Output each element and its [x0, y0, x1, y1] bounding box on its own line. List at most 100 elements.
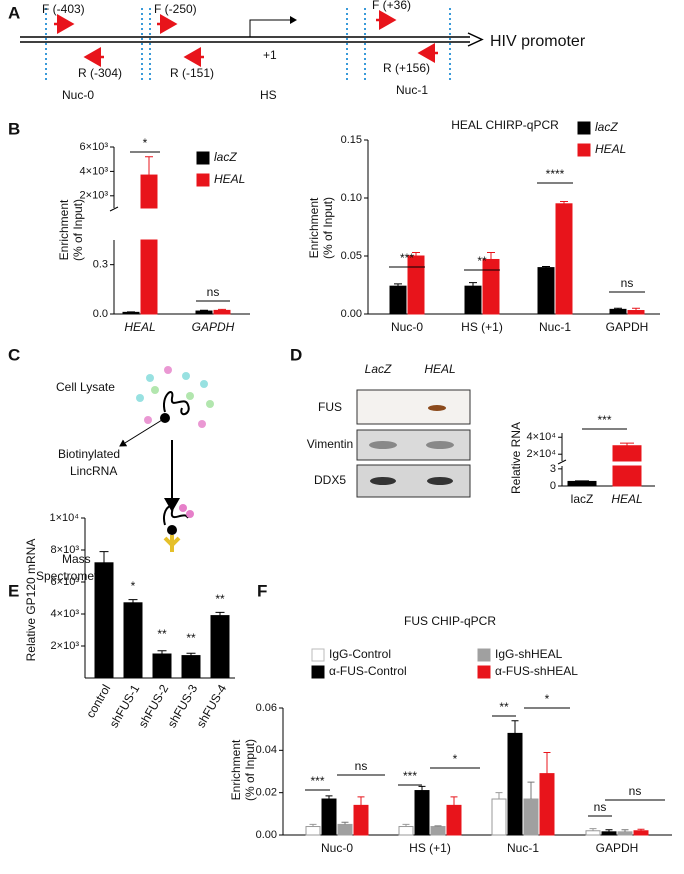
step-label: Mass — [62, 552, 91, 566]
bar — [122, 311, 140, 315]
error-bar — [200, 309, 208, 312]
bar — [609, 308, 627, 315]
bar — [195, 310, 213, 315]
bar — [140, 174, 158, 209]
bar — [446, 804, 462, 836]
y-tick-label: 0.02 — [256, 787, 277, 799]
promoter-title: HIV promoter — [490, 33, 586, 50]
bar — [567, 480, 597, 487]
bar — [617, 831, 633, 836]
error-bar — [215, 611, 225, 616]
bar — [507, 732, 523, 836]
significance-label: * — [143, 136, 148, 150]
primer-label: R (+156) — [383, 61, 430, 75]
legend-swatch — [311, 665, 325, 679]
error-bar — [469, 282, 477, 287]
y-axis-label: (% of Input) — [321, 197, 335, 259]
error-bar — [632, 307, 640, 311]
significance-label: *** — [310, 774, 324, 788]
region-label: HS — [260, 88, 277, 102]
region-label: Nuc-1 — [396, 83, 428, 97]
x-tick-label: HEAL — [124, 320, 155, 334]
blot-row: DDX5 — [314, 473, 346, 487]
region-label: Nuc-0 — [62, 88, 94, 102]
significance-label: * — [453, 752, 458, 766]
significance-label: *** — [597, 413, 611, 427]
y-tick-label: 0.00 — [341, 308, 362, 320]
legend-label: α-FUS-shHEAL — [495, 664, 578, 678]
error-bar — [605, 829, 613, 832]
y-tick-label: 6×10³ — [51, 576, 80, 588]
bar — [537, 267, 555, 315]
bar — [555, 203, 573, 315]
bar — [464, 285, 482, 315]
error-bar — [394, 283, 402, 287]
error-bar — [418, 785, 426, 791]
bar — [210, 615, 230, 679]
error-bar — [402, 823, 410, 827]
error-bar — [218, 308, 226, 311]
significance-label: * — [545, 692, 550, 706]
y-axis-label: Relative GP120 mRNA — [24, 539, 38, 662]
significance-label: ns — [355, 759, 368, 773]
primer-label: F (-403) — [42, 2, 85, 16]
y-tick-label: 0.0 — [93, 308, 108, 320]
chart-title: HEAL CHIRP-qPCR — [451, 118, 559, 132]
legend-label: HEAL — [595, 142, 626, 156]
primer-label: R (-304) — [78, 66, 122, 80]
step-label: Biotinylated — [58, 447, 120, 461]
error-bar — [511, 720, 519, 734]
panel-label: B — [8, 119, 20, 138]
bar — [430, 826, 446, 836]
x-tick-label: lacZ — [571, 492, 594, 506]
y-tick-label: 0.3 — [93, 259, 108, 271]
bar — [627, 310, 645, 315]
y-tick-label: 0.05 — [341, 250, 362, 262]
bar — [414, 790, 430, 836]
significance-label: *** — [400, 251, 414, 265]
blot-row: Vimentin — [307, 437, 353, 451]
x-tick-label: GAPDH — [596, 841, 639, 855]
error-bar — [621, 829, 629, 832]
error-bar — [99, 551, 109, 563]
y-tick-label: 0.00 — [256, 829, 277, 841]
tss-label: +1 — [263, 48, 277, 62]
bar — [398, 826, 414, 836]
axis-break — [109, 206, 119, 212]
primer-label: R (-151) — [170, 66, 214, 80]
error-bar — [543, 751, 551, 774]
y-tick-label: 2×10⁴ — [526, 448, 556, 460]
legend-label: IgG-Control — [329, 647, 391, 661]
blot-row: FUS — [318, 400, 342, 414]
significance-label: ** — [215, 592, 225, 606]
x-tick-label: HS (+1) — [409, 841, 451, 855]
y-tick-label: 0.06 — [256, 702, 277, 714]
y-tick-label: 1×10⁴ — [49, 512, 79, 524]
error-bar — [450, 796, 458, 806]
error-bar — [325, 795, 333, 800]
y-axis-label: (% of Input) — [243, 739, 257, 801]
significance-label: ns — [594, 800, 607, 814]
significance-label: *** — [403, 769, 417, 783]
y-tick-label: 4×10⁴ — [526, 431, 556, 443]
bar — [94, 562, 114, 679]
x-tick-label: control — [83, 682, 113, 720]
legend-swatch — [577, 143, 591, 157]
bar — [612, 445, 642, 462]
error-bar — [589, 828, 597, 831]
step-label: LincRNA — [70, 464, 117, 478]
chart-title: FUS CHIP-qPCR — [404, 614, 496, 628]
legend-swatch — [311, 648, 325, 662]
x-tick-label: GAPDH — [606, 320, 649, 334]
significance-label: ns — [629, 784, 642, 798]
y-tick-label: 8×10³ — [51, 544, 80, 556]
panel-label: E — [8, 581, 19, 600]
bar — [123, 602, 143, 679]
legend-label: lacZ — [595, 120, 618, 134]
bar — [353, 804, 369, 836]
error-bar — [357, 796, 365, 806]
primer-label: F (-250) — [154, 2, 197, 16]
x-tick-label: HS (+1) — [461, 320, 503, 334]
y-tick-label: 0.15 — [341, 134, 362, 146]
